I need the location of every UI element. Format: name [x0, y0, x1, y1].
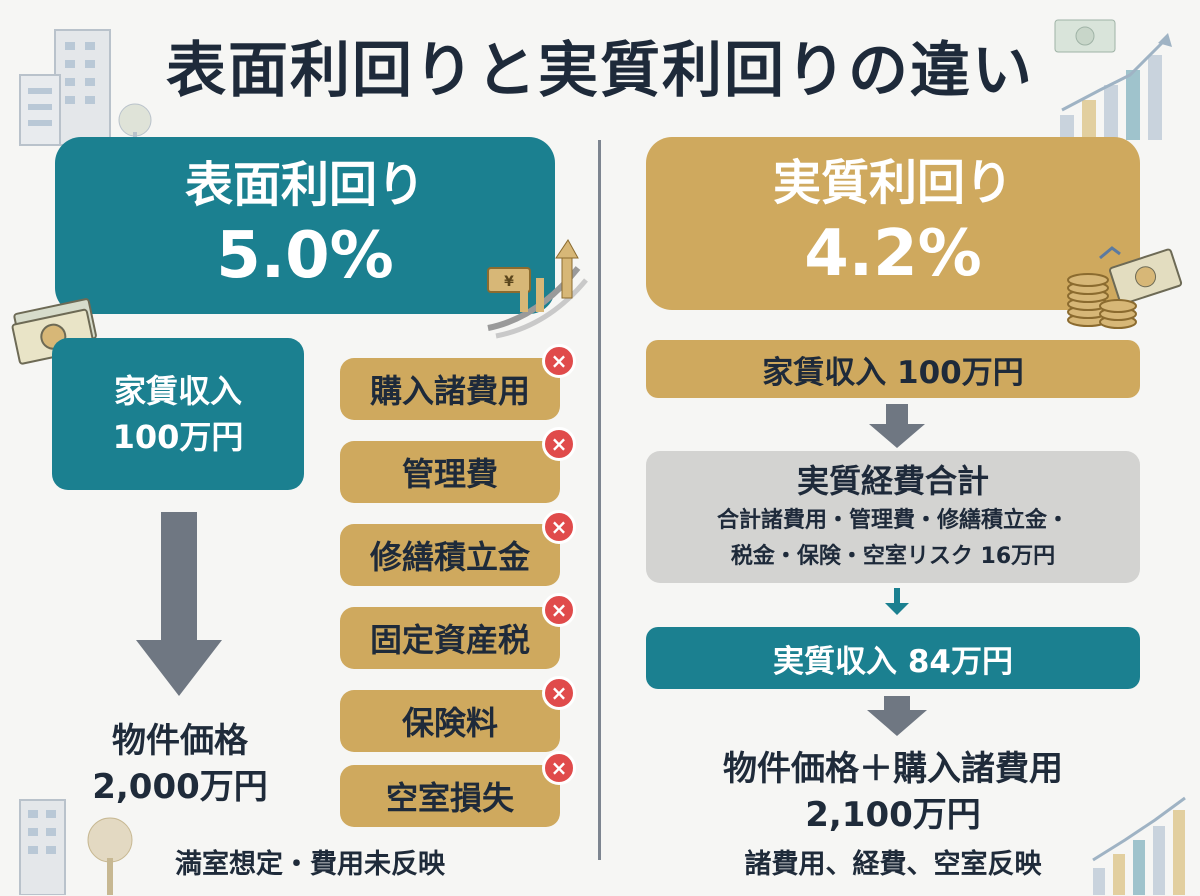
net-income-box: 実質収入 84万円 [646, 627, 1140, 689]
bar-chart-icon [1054, 19, 1172, 140]
excluded-cost-label: 管理費 [401, 455, 498, 493]
real-price-block: 物件価格＋購入諸費用 2,100万円 [646, 746, 1140, 838]
rent-income-label: 家賃収入 [113, 372, 242, 410]
x-mark-icon: × [542, 344, 576, 378]
building-icon [19, 799, 133, 895]
excluded-cost-item: 空室損失 [340, 765, 560, 827]
down-arrow-head [885, 603, 909, 615]
real-yield-value: 4.2% [804, 216, 982, 291]
real-rent-income-box: 家賃収入 100万円 [646, 340, 1140, 398]
excluded-cost-label: 空室損失 [385, 779, 514, 817]
real-yield-header: 実質利回り 4.2% [646, 137, 1140, 310]
x-mark-icon: × [542, 427, 576, 461]
growth-chart-icon: ¥ [487, 239, 588, 339]
surface-yield-label: 表面利回り [184, 156, 425, 213]
real-expense-box: 実質経費合計 合計諸費用・管理費・修繕積立金・ 税金・保険・空室リスク 16万円 [646, 451, 1140, 583]
property-price-label: 物件価格 [112, 721, 248, 761]
excluded-cost-item: 保険料 [340, 690, 560, 752]
excluded-cost-item: 修繕積立金 [340, 524, 560, 586]
page-title: 表面利回りと実質利回りの違い [166, 36, 1034, 106]
down-arrow-head [869, 424, 925, 448]
surface-yield-note: 満室想定・費用未反映 [175, 849, 445, 880]
excluded-cost-item: 管理費 [340, 441, 560, 503]
down-arrow-icon [161, 512, 197, 642]
excluded-cost-label: 購入諸費用 [369, 372, 530, 410]
x-mark-glyph: × [550, 681, 568, 705]
excluded-cost-item: 固定資産税 [340, 607, 560, 669]
rent-income-box: 家賃収入 100万円 [52, 338, 304, 490]
excluded-cost-label: 修繕積立金 [369, 538, 530, 576]
building-icon [19, 29, 152, 146]
down-arrow-head [136, 640, 222, 696]
real-expense-line2: 税金・保険・空室リスク 16万円 [730, 544, 1056, 569]
bar-chart-icon [1092, 796, 1186, 895]
surface-yield-value: 5.0% [216, 218, 394, 293]
property-price-value: 2,000万円 [92, 767, 268, 807]
x-mark-icon: × [542, 676, 576, 710]
excluded-cost-item: 購入諸費用 [340, 358, 560, 420]
coins-icon [1067, 246, 1183, 329]
down-arrow-icon [894, 588, 900, 604]
rent-income-value: 100万円 [112, 418, 244, 456]
surface-yield-header: 表面利回り 5.0% [55, 137, 555, 314]
center-divider [598, 140, 601, 860]
x-mark-icon: × [542, 510, 576, 544]
x-mark-icon: × [542, 751, 576, 785]
real-yield-label: 実質利回り [772, 154, 1013, 211]
down-arrow-icon [886, 404, 908, 426]
x-mark-glyph: × [550, 756, 568, 780]
real-expense-line1: 合計諸費用・管理費・修繕積立金・ [716, 508, 1069, 533]
excluded-cost-label: 固定資産税 [369, 621, 530, 659]
real-price-value: 2,100万円 [805, 795, 981, 835]
property-price-block: 物件価格 2,000万円 [40, 718, 320, 810]
x-mark-icon: × [542, 593, 576, 627]
svg-text:¥: ¥ [504, 274, 514, 290]
down-arrow-icon [884, 696, 910, 712]
real-yield-note: 諸費用、経費、空室反映 [744, 849, 1042, 880]
x-mark-glyph: × [550, 598, 568, 622]
x-mark-glyph: × [550, 515, 568, 539]
down-arrow-head [867, 710, 927, 736]
x-mark-glyph: × [550, 432, 568, 456]
real-expense-title: 実質経費合計 [796, 462, 989, 500]
x-mark-glyph: × [550, 349, 568, 373]
excluded-cost-label: 保険料 [401, 704, 498, 742]
real-price-label: 物件価格＋購入諸費用 [723, 749, 1063, 789]
